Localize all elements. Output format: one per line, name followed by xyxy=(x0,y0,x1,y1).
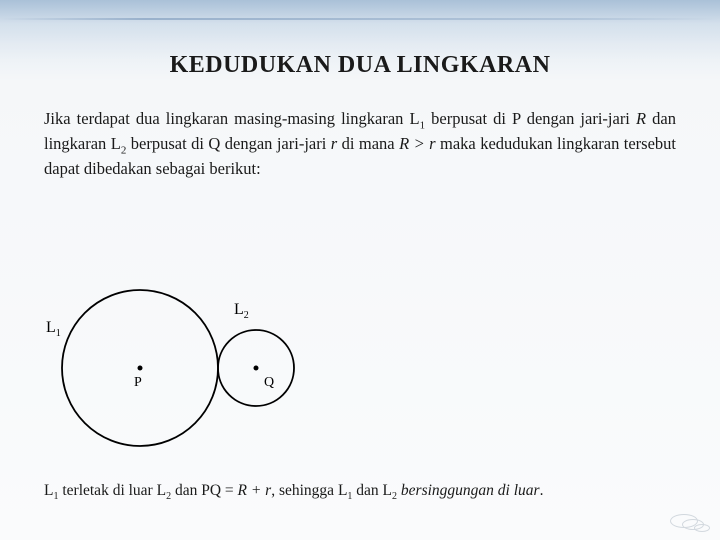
svg-text:L2: L2 xyxy=(234,301,249,321)
para-part: berpusat di P dengan jari-jari xyxy=(425,109,636,128)
cap-part: , sehingga L xyxy=(271,482,347,499)
cap-part: terletak di luar L xyxy=(58,482,166,499)
diagram-caption: L1 terletak di luar L2 dan PQ = R + r, s… xyxy=(44,482,676,502)
cap-part: dan PQ = xyxy=(171,482,237,499)
top-wave-decoration xyxy=(0,0,720,60)
top-wave-line xyxy=(0,18,720,20)
svg-text:P: P xyxy=(134,375,142,390)
page-title: KEDUDUKAN DUA LINGKARAN xyxy=(0,52,720,79)
svg-text:L1: L1 xyxy=(46,319,61,339)
var-R: R xyxy=(636,109,646,128)
two-circles-diagram: L1 P L2 Q xyxy=(30,258,350,458)
cap-emph: bersinggungan di luar xyxy=(401,482,540,499)
para-part: di mana xyxy=(337,134,399,153)
cap-part: dan L xyxy=(352,482,392,499)
svg-text:Q: Q xyxy=(264,375,274,390)
cap-part: . xyxy=(540,482,544,499)
corner-decoration xyxy=(674,514,710,532)
body-paragraph: Jika terdapat dua lingkaran masing-masin… xyxy=(44,108,676,181)
para-part: Jika terdapat dua lingkaran masing-masin… xyxy=(44,109,420,128)
relation: R > r xyxy=(399,134,436,153)
cap-eq: R + r xyxy=(238,482,272,499)
para-part: berpusat di Q dengan jari-jari xyxy=(126,134,330,153)
